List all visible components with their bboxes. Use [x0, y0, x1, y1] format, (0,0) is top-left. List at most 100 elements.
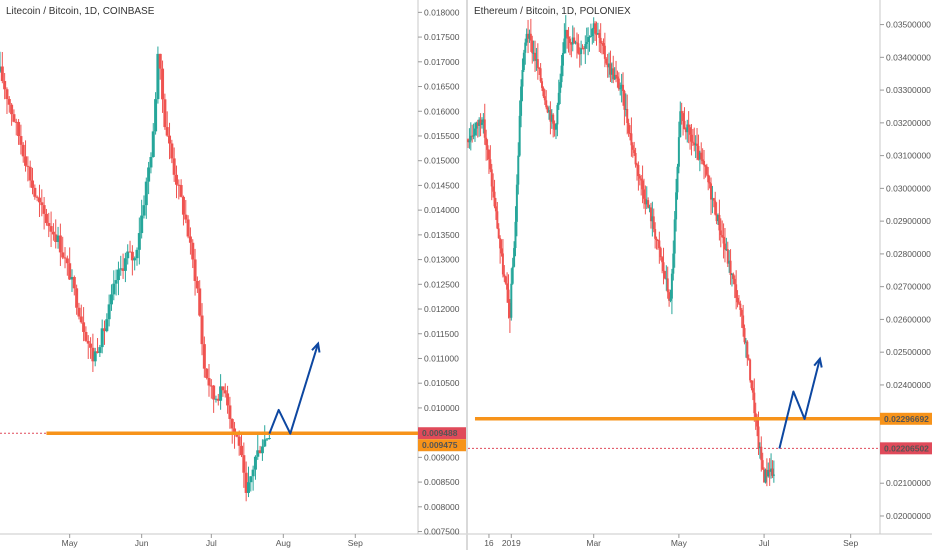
candle-body [98, 347, 102, 353]
projection-path[interactable] [778, 358, 821, 449]
candle-body [492, 186, 495, 192]
candle-body [471, 135, 474, 137]
candle-body [634, 152, 637, 165]
candle-body [100, 328, 104, 348]
candle-body [525, 33, 528, 43]
candle-body [687, 124, 690, 128]
candle-body [93, 351, 97, 362]
candle-body [725, 249, 728, 251]
candle-body [219, 386, 223, 401]
candle-body [179, 185, 183, 197]
projection-arrowhead [813, 356, 823, 368]
candle-body [546, 107, 549, 113]
candle-body [184, 214, 188, 220]
candle-body [77, 307, 81, 317]
candle-body [670, 273, 673, 299]
candle-body [582, 48, 585, 50]
candle-body [237, 436, 241, 446]
candle-body [644, 198, 647, 205]
candle-body [626, 108, 629, 124]
candle-body [606, 63, 609, 68]
y-tick-label: 0.013500 [424, 230, 460, 240]
projection-path[interactable] [268, 343, 320, 435]
y-tick-label: 0.03100000 [886, 151, 931, 161]
candle-body [28, 166, 32, 181]
candle-body [754, 413, 757, 418]
candle-body [188, 236, 192, 243]
candle-body [51, 231, 55, 235]
candle-body [711, 198, 714, 200]
candle-body [557, 92, 560, 106]
candle-body [716, 214, 719, 222]
candle-body [661, 257, 664, 263]
candle-body [483, 119, 486, 138]
candle-body [521, 69, 524, 87]
candle-body [68, 263, 72, 280]
candle-body [112, 283, 116, 295]
candle-body [613, 74, 616, 80]
candle-body [680, 111, 683, 114]
litecoin-bitcoin-panel[interactable]: Litecoin / Bitcoin, 1D, COINBASE 0.01800… [0, 0, 468, 550]
candle-body [623, 91, 626, 110]
candle-body [508, 302, 511, 318]
ethereum-bitcoin-panel[interactable]: Ethereum / Bitcoin, 1D, POLONIEX 0.03500… [467, 0, 932, 548]
candle-body [683, 120, 686, 130]
candles [467, 15, 775, 487]
candle-body [735, 284, 738, 298]
candle-body [598, 33, 601, 38]
candle-body [486, 145, 489, 150]
y-tick-label: 0.011000 [424, 353, 459, 363]
candle-body [594, 23, 597, 34]
candle-body [195, 280, 199, 289]
candle-body [538, 67, 541, 69]
candle-body [472, 135, 475, 137]
candle-body [703, 161, 706, 166]
candle-body [633, 149, 636, 153]
y-tick-label: 0.012500 [424, 279, 460, 289]
candle-body [693, 142, 696, 146]
candle-body [726, 249, 729, 264]
candle-body [694, 143, 697, 146]
y-tick-label: 0.03000000 [886, 183, 931, 193]
candle-body [105, 319, 109, 332]
y-tick-label: 0.02700000 [886, 282, 931, 292]
candle-body [550, 114, 553, 122]
price-label-box [418, 427, 466, 440]
candle-body [568, 38, 571, 44]
y-tick-label: 0.02000000 [886, 511, 931, 521]
candle-body [506, 283, 509, 290]
candle-body [147, 167, 151, 182]
candle-body [480, 122, 483, 125]
candle-body [714, 200, 717, 215]
y-tick-label: 0.02900000 [886, 216, 931, 226]
candle-body [712, 198, 715, 201]
candle-body [574, 42, 577, 44]
candle-body [616, 76, 619, 79]
candle-body [116, 269, 120, 281]
candle-body [72, 277, 76, 289]
candle-body [504, 276, 507, 284]
candle-body [592, 23, 595, 29]
candle-body [96, 351, 100, 353]
candle-body [578, 53, 581, 55]
chart-title: Litecoin / Bitcoin, 1D, COINBASE [6, 6, 155, 17]
candle-body [103, 328, 106, 332]
candle-body [729, 260, 732, 275]
candle-body [536, 59, 539, 68]
candle-body [675, 192, 678, 220]
candle-body [587, 37, 590, 42]
candle-body [89, 343, 93, 348]
candle-body [677, 137, 680, 167]
candle-body [651, 216, 654, 222]
candle-body [581, 48, 584, 50]
candle-body [564, 29, 567, 39]
candle-body [0, 66, 2, 72]
y-tick-label: 0.02100000 [886, 478, 931, 488]
candle-body [163, 99, 167, 128]
candle-body [577, 43, 580, 54]
candle-body [624, 108, 627, 110]
candle-body [659, 248, 662, 258]
candle-body [663, 271, 666, 279]
candle-body [500, 248, 503, 254]
